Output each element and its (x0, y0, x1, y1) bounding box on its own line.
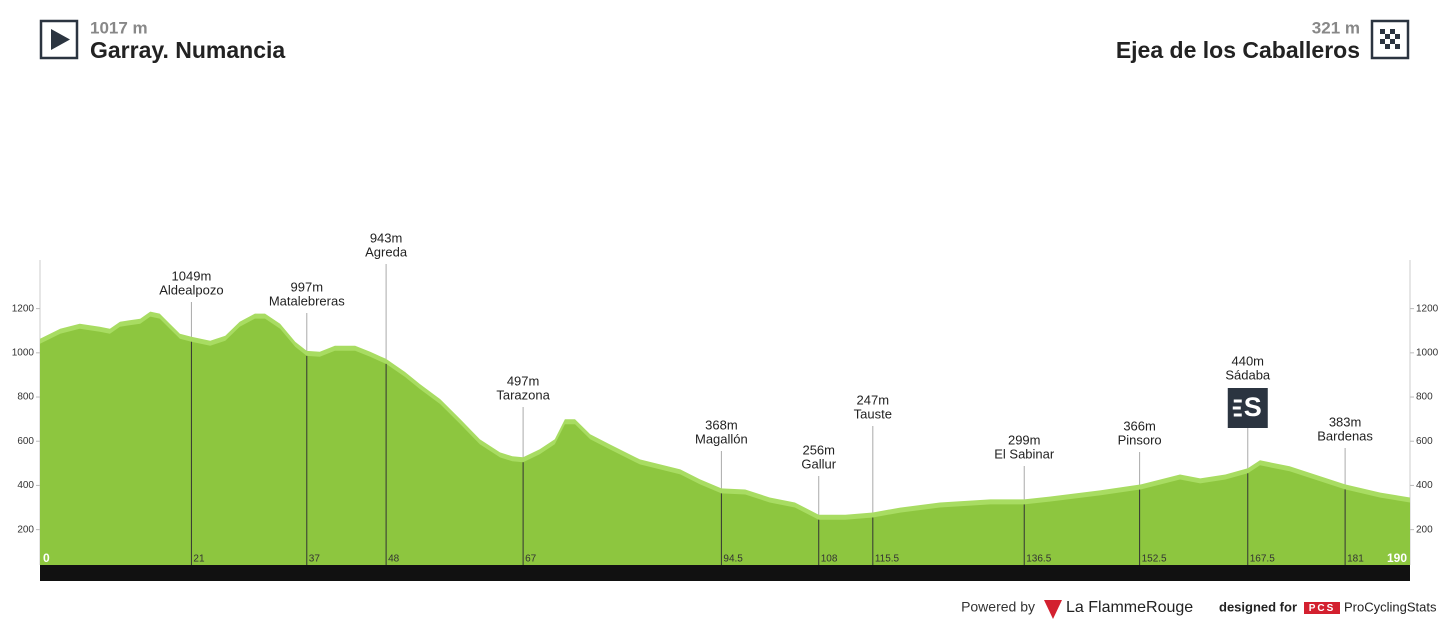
waypoint-name: Tauste (854, 406, 892, 421)
waypoint-elevation: 943m (370, 230, 403, 245)
y-tick-label: 200 (17, 524, 34, 535)
waypoint-elevation: 368m (705, 417, 738, 432)
waypoint-name: Aldealpozo (159, 282, 223, 297)
y-tick-label: 600 (17, 436, 34, 447)
distance-bar (40, 565, 1410, 581)
waypoint-elevation: 997m (291, 279, 324, 294)
waypoint-name: Magallón (695, 431, 748, 446)
km-label: 181 (1347, 554, 1364, 565)
powered-by: Powered by (961, 599, 1035, 615)
waypoint-elevation: 256m (802, 442, 835, 457)
y2-tick-label: 600 (1416, 436, 1433, 447)
km-label: 67 (525, 554, 537, 565)
km-label: 21 (193, 554, 205, 565)
waypoint-name: Gallur (801, 456, 836, 471)
waypoint-elevation: 440m (1231, 353, 1264, 368)
km-label: 167.5 (1250, 554, 1275, 565)
waypoint-name: Matalebreras (269, 293, 345, 308)
km-label: 37 (309, 554, 321, 565)
waypoint-name: Pinsoro (1118, 432, 1162, 447)
pcs-name: ProCyclingStats (1344, 599, 1437, 614)
y2-tick-label: 1200 (1416, 303, 1439, 314)
km-label: 108 (821, 554, 838, 565)
km-label: 48 (388, 554, 400, 565)
plot: 200 200 400 400 600 600 800 800 1000 1000 1200 1200… (12, 230, 1439, 581)
km-label: 94.5 (723, 554, 743, 565)
waypoint-name: El Sabinar (994, 446, 1055, 461)
pcs-abbr: PCS (1309, 603, 1336, 614)
designed-for: designed for (1219, 599, 1297, 614)
start-arrow (51, 29, 70, 50)
waypoint-elevation: 383m (1329, 414, 1362, 429)
brand-logo (1044, 600, 1062, 619)
start-elevation: 1017 m (90, 18, 148, 37)
start-icon (39, 19, 79, 60)
finish-flag (1380, 29, 1400, 49)
waypoint-elevation: 247m (857, 392, 890, 407)
y-tick-label: 1200 (12, 303, 35, 314)
start-km: 0 (43, 551, 50, 565)
km-label: 115.5 (875, 554, 900, 565)
waypoint-elevation: 1049m (172, 268, 212, 283)
pcs-badge (1304, 602, 1340, 614)
km-label: 152.5 (1142, 554, 1167, 565)
waypoint-elevation: 299m (1008, 432, 1041, 447)
y2-tick-label: 1000 (1416, 347, 1439, 358)
finish-elevation: 321 m (1312, 18, 1360, 37)
y2-tick-label: 400 (1416, 480, 1433, 491)
start-name: Garray. Numancia (90, 37, 285, 63)
y2-tick-label: 200 (1416, 524, 1433, 535)
km-label: 136.5 (1026, 554, 1051, 565)
y-tick-label: 1000 (12, 347, 35, 358)
profile-area (40, 316, 1410, 565)
y-tick-label: 800 (17, 392, 34, 403)
waypoint-elevation: 366m (1123, 418, 1156, 433)
waypoint-elevation: 497m (507, 373, 540, 388)
waypoint-name: Tarazona (496, 387, 550, 402)
finish-name: Ejea de los Caballeros (1116, 37, 1360, 63)
sprint-lines (1232, 399, 1242, 417)
brand: La FlammeRouge (1066, 599, 1193, 616)
waypoint-name: Agreda (365, 244, 408, 259)
y2-tick-label: 800 (1416, 392, 1433, 403)
waypoint-name: Bardenas (1317, 428, 1373, 443)
sprint-s: S (1244, 392, 1262, 422)
finish-km: 190 (1387, 551, 1407, 565)
waypoint-name: Sádaba (1225, 367, 1271, 382)
y-tick-label: 400 (17, 480, 34, 491)
